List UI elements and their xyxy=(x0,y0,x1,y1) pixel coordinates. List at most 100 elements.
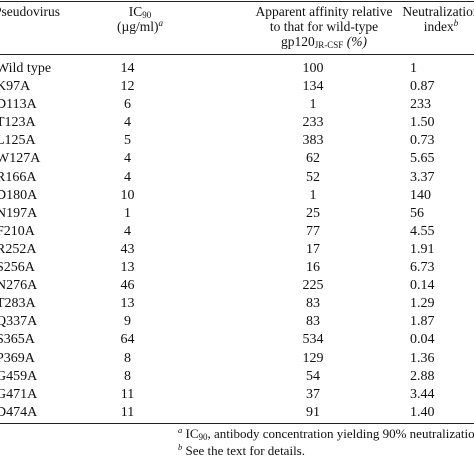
cell-neutralization-index: 5.65 xyxy=(410,151,435,167)
header-ic-note: a xyxy=(158,18,164,28)
cell-pseudovirus: G471A xyxy=(0,386,38,402)
cell-ic90: 5 xyxy=(124,133,131,149)
top-rule xyxy=(0,1,474,2)
cell-neutralization-index: 0.87 xyxy=(410,79,435,95)
cell-ic90: 10 xyxy=(120,187,135,203)
cell-affinity: 52 xyxy=(306,169,320,185)
bottom-rule xyxy=(0,423,474,424)
footnote-b-mark: b xyxy=(178,442,183,452)
cell-pseudovirus: D180A xyxy=(0,187,38,203)
cell-pseudovirus: L125A xyxy=(0,133,36,149)
header-ic-sub: 90 xyxy=(142,10,152,20)
cell-neutralization-index: 1.91 xyxy=(410,241,435,257)
cell-ic90: 4 xyxy=(124,151,131,167)
cell-pseudovirus: N276A xyxy=(0,278,38,294)
cell-ic90: 64 xyxy=(120,332,135,348)
cell-affinity: 534 xyxy=(302,332,324,348)
cell-pseudovirus: T123A xyxy=(0,115,36,131)
cell-ic90: 46 xyxy=(120,278,135,294)
table-row: N276A 46 225 0.14 xyxy=(0,277,474,295)
cell-ic90: 8 xyxy=(124,368,131,384)
footnote-a-mark: a xyxy=(178,425,183,435)
cell-neutralization-index: 233 xyxy=(410,97,431,113)
cell-neutralization-index: 1.29 xyxy=(410,296,435,312)
table-row: N197A 1 25 56 xyxy=(0,205,474,223)
table-row: Wild type 14 100 1 xyxy=(0,60,474,78)
cell-pseudovirus: N197A xyxy=(0,205,38,221)
cell-neutralization-index: 1.87 xyxy=(410,314,435,330)
cell-affinity: 37 xyxy=(306,386,320,402)
cell-neutralization-index: 1.40 xyxy=(410,404,435,420)
cell-pseudovirus: P369A xyxy=(0,350,35,366)
cell-pseudovirus: R166A xyxy=(0,169,37,185)
cell-neutralization-index: 1 xyxy=(410,61,417,76)
cell-affinity: 25 xyxy=(306,205,320,221)
cell-neutralization-index: 0.14 xyxy=(410,278,435,294)
cell-neutralization-index: 2.88 xyxy=(410,368,435,384)
header-neutralization-index: Neutralization indexb xyxy=(386,4,474,34)
cell-affinity: 233 xyxy=(302,115,324,131)
cell-ic90: 4 xyxy=(124,169,131,185)
cell-affinity: 16 xyxy=(306,260,320,276)
table-row: G471A 11 37 3.44 xyxy=(0,386,474,404)
table-row: D180A 10 1 140 xyxy=(0,187,474,205)
header-neut-line2: index xyxy=(423,19,454,34)
cell-neutralization-index: 3.44 xyxy=(410,386,435,402)
table-row: P369A 8 129 1.36 xyxy=(0,350,474,368)
cell-neutralization-index: 0.04 xyxy=(410,332,435,348)
cell-affinity: 129 xyxy=(302,350,324,366)
cell-affinity: 62 xyxy=(306,151,320,167)
table-row: Q337A 9 83 1.87 xyxy=(0,313,474,331)
header-aff-main: gp120 xyxy=(281,34,315,49)
cell-pseudovirus: D113A xyxy=(0,97,37,113)
cell-neutralization-index: 56 xyxy=(410,205,424,221)
footnote-a-text: , antibody concentration yielding 90% ne… xyxy=(207,426,474,441)
cell-ic90: 14 xyxy=(120,61,135,76)
cell-pseudovirus: Q337A xyxy=(0,314,38,330)
cell-ic90: 43 xyxy=(120,241,135,257)
table-row: D113A 6 1 233 xyxy=(0,96,474,114)
footnote-b: b See the text for details. xyxy=(178,443,305,458)
header-rule xyxy=(0,54,474,55)
cell-pseudovirus: K97A xyxy=(0,79,31,95)
cell-ic90: 13 xyxy=(120,260,135,276)
cell-pseudovirus: G459A xyxy=(0,368,38,384)
cell-pseudovirus: D474A xyxy=(0,404,38,420)
table-row: L125A 5 383 0.73 xyxy=(0,132,474,150)
cell-neutralization-index: 6.73 xyxy=(410,260,435,276)
cell-ic90: 11 xyxy=(120,404,135,420)
cell-pseudovirus: W127A xyxy=(0,151,41,167)
cell-neutralization-index: 1.50 xyxy=(410,115,435,131)
cell-affinity: 383 xyxy=(302,133,324,149)
cell-affinity: 17 xyxy=(306,241,320,257)
table-body: Wild type 14 100 1 K97A 12 134 0.87 D113A 6 1 233 T1… xyxy=(0,60,474,422)
cell-ic90: 12 xyxy=(120,79,135,95)
cell-affinity: 100 xyxy=(302,61,324,76)
cell-ic90: 9 xyxy=(124,314,131,330)
table-row: S365A 64 534 0.04 xyxy=(0,331,474,349)
table-row: K97A 12 134 0.87 xyxy=(0,78,474,96)
cell-pseudovirus: R252A xyxy=(0,241,37,257)
table-row: D474A 11 91 1.40 xyxy=(0,404,474,422)
cell-neutralization-index: 3.37 xyxy=(410,169,435,185)
cell-affinity: 83 xyxy=(306,314,320,330)
cell-affinity: 1 xyxy=(309,97,317,113)
cell-pseudovirus: F210A xyxy=(0,223,35,239)
cell-pseudovirus: Wild type xyxy=(0,61,52,76)
header-aff-unit: (%) xyxy=(346,34,367,49)
cell-pseudovirus: T283A xyxy=(0,296,36,312)
footnote-a-sub: 90 xyxy=(198,432,208,442)
table-row: F210A 4 77 4.55 xyxy=(0,223,474,241)
cell-pseudovirus: S365A xyxy=(0,332,35,348)
cell-affinity: 83 xyxy=(306,296,320,312)
footnote-a: a IC90, antibody concentration yielding … xyxy=(178,425,474,442)
table-row: G459A 8 54 2.88 xyxy=(0,368,474,386)
header-affinity: Apparent affinity relative to that for w… xyxy=(208,4,440,50)
cell-ic90: 4 xyxy=(124,115,131,131)
cell-affinity: 134 xyxy=(302,79,324,95)
cell-neutralization-index: 1.36 xyxy=(410,350,435,366)
cell-neutralization-index: 0.73 xyxy=(410,133,435,149)
cell-affinity: 54 xyxy=(306,368,320,384)
cell-ic90: 6 xyxy=(124,97,131,113)
